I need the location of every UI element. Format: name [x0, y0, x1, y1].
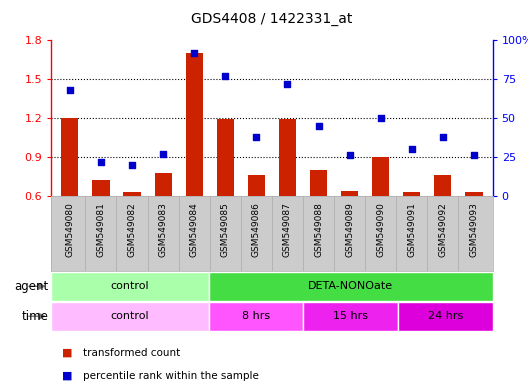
Point — [97, 159, 105, 165]
Text: percentile rank within the sample: percentile rank within the sample — [83, 371, 259, 381]
Point — [314, 123, 323, 129]
Text: GSM549082: GSM549082 — [128, 202, 137, 257]
Bar — [248, 175, 265, 196]
Point — [376, 115, 385, 121]
Text: GSM549081: GSM549081 — [97, 202, 106, 257]
Text: 24 hrs: 24 hrs — [428, 311, 463, 321]
Bar — [341, 191, 358, 196]
Bar — [465, 192, 483, 196]
Bar — [435, 175, 451, 196]
Text: GSM549091: GSM549091 — [407, 202, 416, 257]
Text: GSM549084: GSM549084 — [190, 202, 199, 257]
Point — [470, 152, 478, 159]
Text: GSM549092: GSM549092 — [438, 202, 447, 257]
Bar — [124, 192, 140, 196]
Text: GSM549088: GSM549088 — [314, 202, 323, 257]
Point — [439, 134, 447, 140]
Text: GDS4408 / 1422331_at: GDS4408 / 1422331_at — [191, 12, 353, 25]
Point — [408, 146, 416, 152]
Text: agent: agent — [14, 280, 49, 293]
Bar — [51, 302, 209, 331]
Bar — [92, 180, 109, 196]
Text: GSM549085: GSM549085 — [221, 202, 230, 257]
Text: GSM549089: GSM549089 — [345, 202, 354, 257]
Point — [159, 151, 167, 157]
Text: 8 hrs: 8 hrs — [242, 311, 270, 321]
Point — [128, 162, 136, 168]
Text: transformed count: transformed count — [83, 348, 180, 358]
Point — [221, 73, 230, 79]
Text: ■: ■ — [62, 348, 76, 358]
Point — [252, 134, 261, 140]
Bar — [217, 119, 234, 196]
Bar — [403, 192, 420, 196]
Bar — [155, 172, 172, 196]
Text: GSM549093: GSM549093 — [469, 202, 478, 257]
Text: DETA-NONOate: DETA-NONOate — [308, 281, 393, 291]
Bar — [186, 53, 203, 196]
Text: GSM549087: GSM549087 — [283, 202, 292, 257]
Text: time: time — [22, 310, 49, 323]
Text: GSM549080: GSM549080 — [65, 202, 74, 257]
Point — [190, 50, 199, 56]
Point — [65, 87, 74, 93]
Point — [283, 81, 291, 87]
Point — [345, 152, 354, 159]
Bar — [61, 118, 79, 196]
Bar — [372, 157, 389, 196]
Bar — [310, 170, 327, 196]
Text: ■: ■ — [62, 371, 76, 381]
Bar — [279, 119, 296, 196]
Text: 15 hrs: 15 hrs — [333, 311, 368, 321]
Text: control: control — [111, 311, 149, 321]
Bar — [304, 302, 398, 331]
Text: GSM549090: GSM549090 — [376, 202, 385, 257]
Bar — [209, 302, 304, 331]
Text: GSM549086: GSM549086 — [252, 202, 261, 257]
Bar — [51, 272, 209, 301]
Text: control: control — [111, 281, 149, 291]
Bar — [209, 272, 493, 301]
Bar — [398, 302, 493, 331]
Text: GSM549083: GSM549083 — [158, 202, 167, 257]
